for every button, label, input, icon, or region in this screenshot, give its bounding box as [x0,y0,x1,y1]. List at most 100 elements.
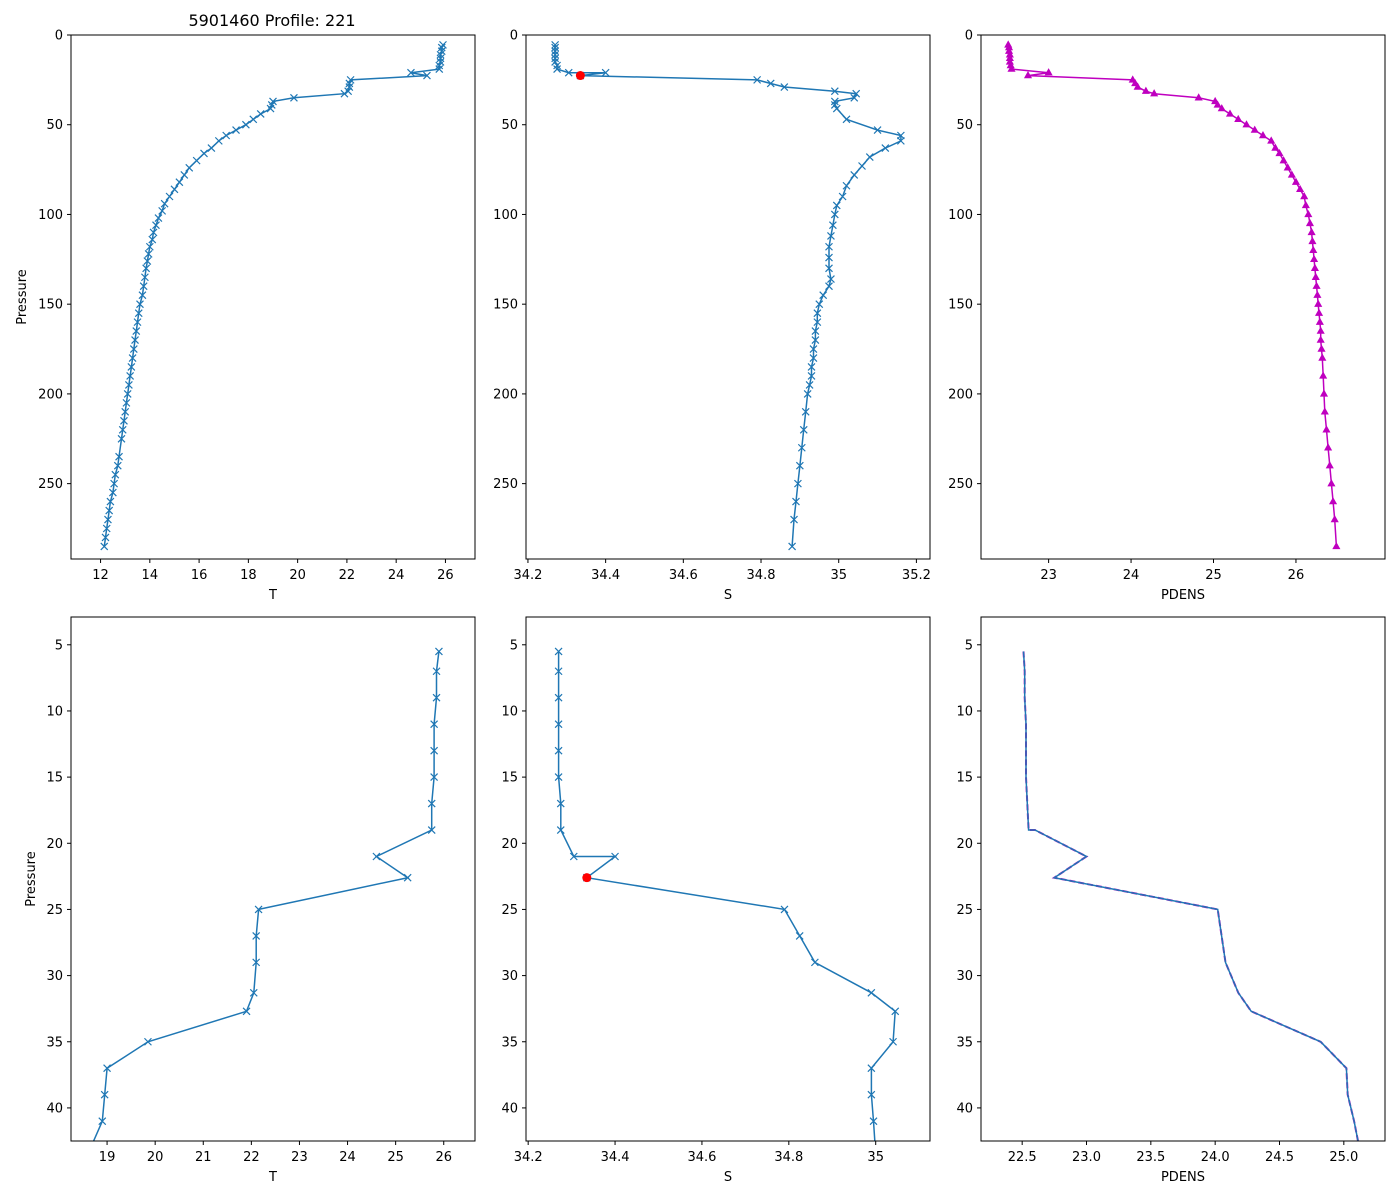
data-point-x-marker [830,101,839,109]
data-point-x-marker [423,71,431,80]
data-point-x-marker [795,931,804,940]
data-point-x-marker [556,799,565,808]
data-point-x-marker [551,50,560,59]
data-point-triangle-marker [1314,299,1323,307]
data-point-triangle-marker [1267,136,1276,144]
x-tick-label: 20 [289,568,306,583]
data-point-triangle-marker [1291,177,1301,185]
data-point-x-marker [143,257,152,266]
x-axis-label: S [724,1170,732,1185]
y-tick-label: 150 [38,298,63,313]
data-point-x-marker [134,309,143,318]
data-point-x-marker [790,515,798,524]
data-point-x-marker [432,667,441,676]
plot-area-bottom-PDENS [1022,651,1360,1141]
data-point-x-marker [117,434,126,443]
data-point-triangle-marker [1319,389,1329,397]
y-tick-label: 50 [46,118,63,133]
data-point-x-marker [252,931,261,940]
data-point-x-marker [100,1090,109,1099]
data-point-x-marker [554,720,563,729]
y-tick-label: 150 [948,298,973,313]
data-point-x-marker [611,852,619,861]
data-point-triangle-marker [1225,109,1235,117]
y-tick-label: 200 [38,387,63,402]
y-tick-label: 15 [46,771,63,786]
data-point-x-marker [793,479,802,488]
data-point-x-marker [152,221,160,230]
y-tick-label: 100 [948,208,973,223]
data-point-x-marker [241,120,250,129]
x-axis-label: PDENS [1161,588,1205,603]
data-point-x-marker [825,242,833,251]
data-point-triangle-marker [1234,114,1243,123]
y-tick-label: 20 [46,837,63,852]
data-point-x-marker [811,336,820,344]
axes-frame [70,34,476,560]
data-point-x-marker [437,43,446,52]
data-point-x-marker [551,47,560,56]
y-tick-label: 40 [46,1101,63,1116]
data-point-x-marker [102,524,111,533]
data-point-triangle-marker [1322,425,1331,433]
data-point-triangle-marker [1307,227,1316,236]
y-tick-label: 5 [510,638,518,653]
x-axis-label: T [268,588,277,603]
x-tick-label: 35 [867,1150,884,1165]
data-point-x-marker [825,253,833,262]
data-point-x-marker [121,407,130,416]
data-point-triangle-marker [1250,125,1259,133]
data-point-x-marker [792,497,800,506]
data-point-triangle-marker [1312,281,1321,289]
panels: 12 14 16 18 20 22 24 26050100150200250TPressure… [15,29,1386,1185]
x-tick-label: 34.4 [591,568,620,583]
y-tick-label: 40 [956,1101,973,1116]
y-tick-label: 50 [956,118,973,133]
data-point-x-marker [192,156,201,165]
data-point-x-marker [753,75,762,84]
data-point-triangle-marker [1316,326,1325,334]
data-point-x-marker [867,1064,876,1073]
y-tick-label: 50 [501,118,518,133]
data-point-x-marker [551,57,560,66]
axes-frame [525,616,931,1142]
axes-frame [525,34,931,560]
x-tick-label: 24 [388,568,405,583]
data-point-x-marker [200,149,208,158]
data-point-x-marker [266,104,275,113]
panel-top-T: 12 14 16 18 20 22 24 26 0 50 100 150 200 250 T Pressure [15,29,476,603]
data-point-x-marker [129,345,138,353]
data-point-x-marker [873,126,882,135]
data-point-x-marker [891,1007,900,1016]
data-point-x-marker [340,89,349,98]
data-point-triangle-marker [1304,209,1313,218]
x-tick-label: 34.8 [747,568,776,583]
data-point-x-marker [160,199,169,208]
x-axis-label: S [724,588,732,603]
data-point-x-marker [830,97,839,106]
y-tick-label: 0 [965,29,973,44]
data-point-x-marker [165,192,174,201]
series-line-t [92,651,440,1141]
data-point-triangle-marker [1150,89,1159,97]
x-tick-label: 18 [240,568,257,583]
data-point-triangle-marker [1310,263,1319,271]
x-tick-label: 21 [195,1150,212,1165]
y-tick-label: 30 [46,969,63,984]
data-point-x-marker [832,104,841,113]
data-point-x-marker [103,1064,111,1073]
x-tick-label: 35.2 [902,568,931,583]
data-point-x-marker [427,799,436,808]
x-tick-label: 24 [339,1150,356,1165]
data-point-x-marker [170,185,179,194]
y-tick-label: 25 [501,903,518,918]
data-point-x-marker [132,327,141,336]
data-point-x-marker [249,115,258,124]
data-point-x-marker [554,773,563,782]
x-tick-label: 14 [142,568,159,583]
y-tick-label: 10 [956,704,973,719]
data-point-triangle-marker [1305,218,1315,227]
data-point-x-marker [601,68,610,77]
y-tick-label: 15 [501,771,518,786]
